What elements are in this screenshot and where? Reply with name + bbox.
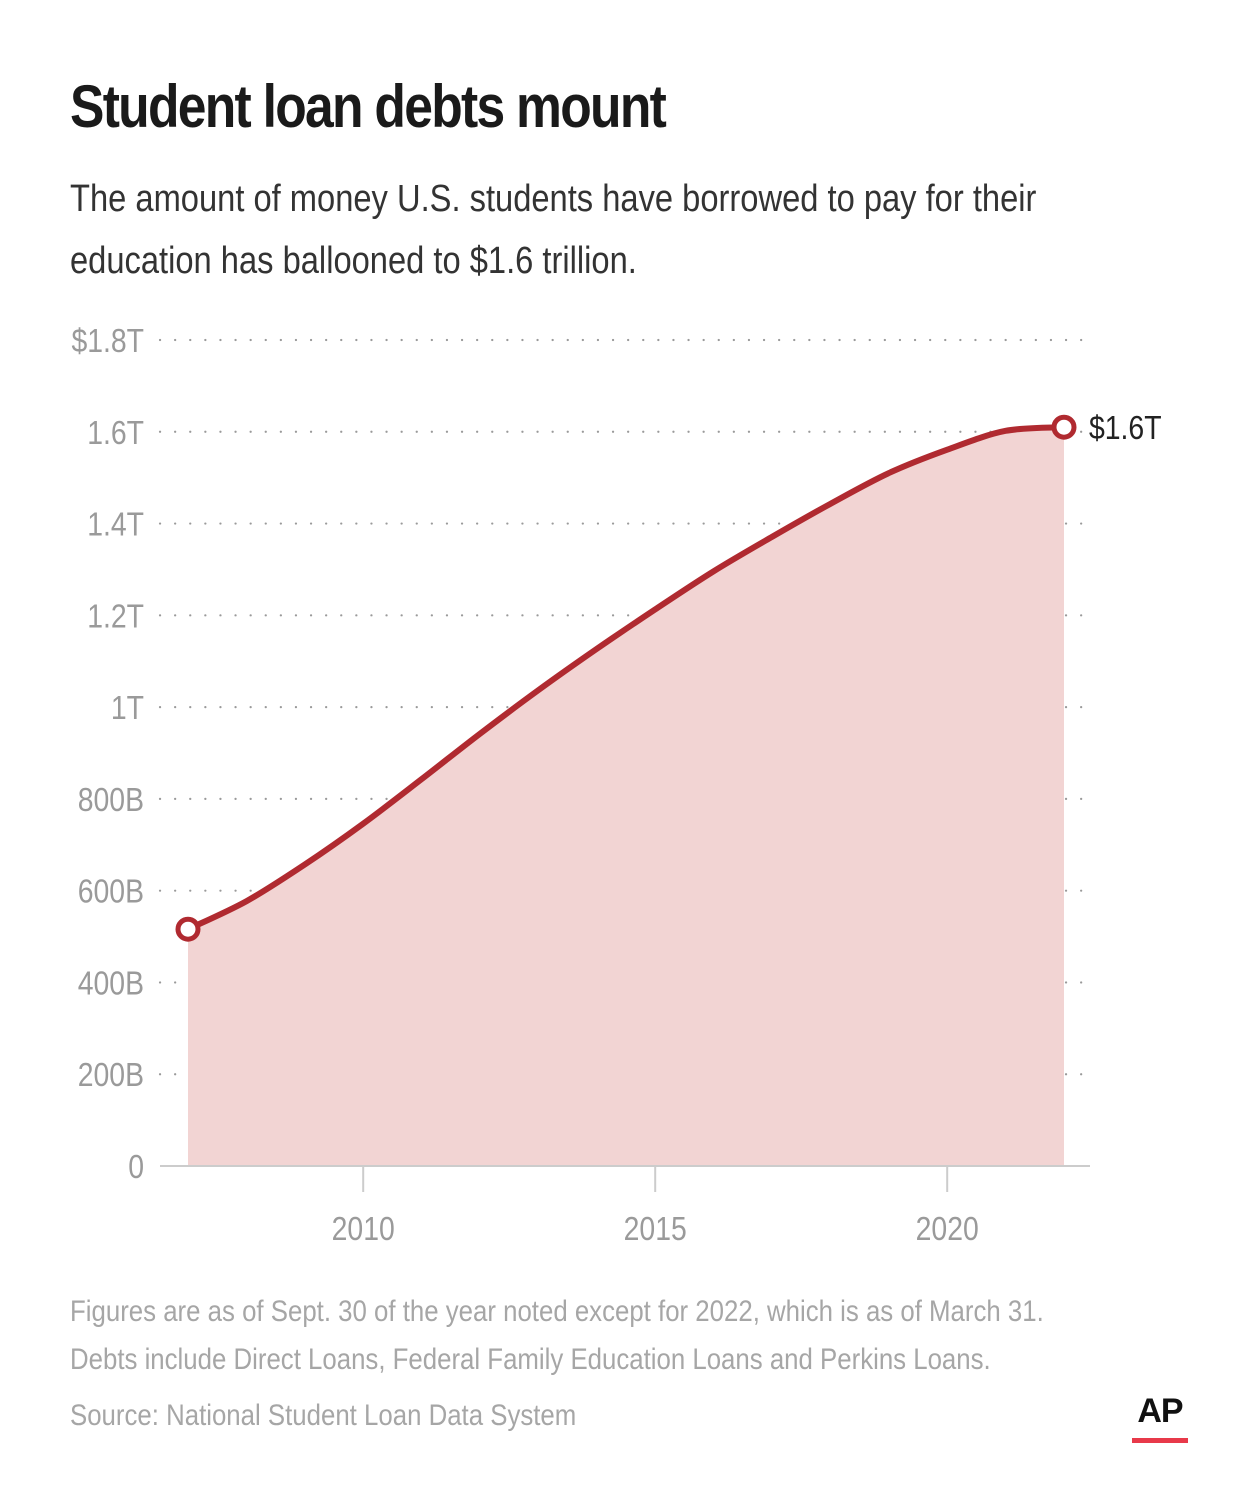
x-tick-label-2010: 2010 bbox=[332, 1210, 395, 1248]
y-tick-label-400: 400B bbox=[78, 964, 144, 1002]
y-tick-label-800: 800B bbox=[78, 781, 144, 819]
series-line bbox=[185, 424, 1067, 933]
line-layer bbox=[185, 424, 1067, 933]
area-chart: 0 200B 400B 600B 800B 1T 1.2T 1.4T 1.6T $1.8T 201… bbox=[71, 322, 1162, 1248]
y-tick-label-0: 0 bbox=[128, 1148, 144, 1186]
y-tick-label-1000: 1T bbox=[111, 689, 144, 727]
y-tick-label-600: 600B bbox=[78, 873, 144, 911]
y-tick-label-1400: 1.4T bbox=[87, 506, 144, 544]
end-marker bbox=[1051, 414, 1077, 440]
subtitle-line-2: education has ballooned to $1.6 trillion… bbox=[70, 240, 637, 282]
footnote: Figures are as of Sept. 30 of the year n… bbox=[70, 1288, 1188, 1384]
y-tick-labels: 0 200B 400B 600B 800B 1T 1.2T 1.4T 1.6T $1.8T bbox=[71, 322, 144, 1186]
y-tick-label-200: 200B bbox=[78, 1056, 144, 1094]
y-tick-label-1600: 1.6T bbox=[87, 414, 144, 452]
x-tick-labels: 2010 2015 2020 bbox=[332, 1210, 979, 1248]
end-markers: $1.6T bbox=[175, 409, 1162, 942]
x-axis bbox=[160, 1165, 1090, 1192]
ap-logo-underline bbox=[1132, 1438, 1188, 1443]
footnote-line-2: Debts include Direct Loans, Federal Fami… bbox=[70, 1343, 991, 1376]
y-tick-label-1800: $1.8T bbox=[71, 322, 144, 360]
end-value-label: $1.6T bbox=[1089, 409, 1162, 447]
x-tick-label-2020: 2020 bbox=[916, 1210, 979, 1248]
source-note: Source: National Student Loan Data Syste… bbox=[70, 1399, 577, 1432]
area-layer bbox=[188, 427, 1064, 1166]
footnote-line-1: Figures are as of Sept. 30 of the year n… bbox=[70, 1295, 1044, 1328]
ap-logo: AP bbox=[1137, 1392, 1183, 1430]
area-fill bbox=[188, 427, 1064, 1166]
chart-subtitle: The amount of money U.S. students have b… bbox=[70, 168, 1085, 292]
y-tick-label-1200: 1.2T bbox=[87, 597, 144, 635]
chart-title: Student loan debts mount bbox=[70, 73, 667, 140]
x-tick-label-2015: 2015 bbox=[624, 1210, 687, 1248]
subtitle-line-1: The amount of money U.S. students have b… bbox=[70, 178, 1037, 220]
start-marker bbox=[175, 916, 201, 942]
